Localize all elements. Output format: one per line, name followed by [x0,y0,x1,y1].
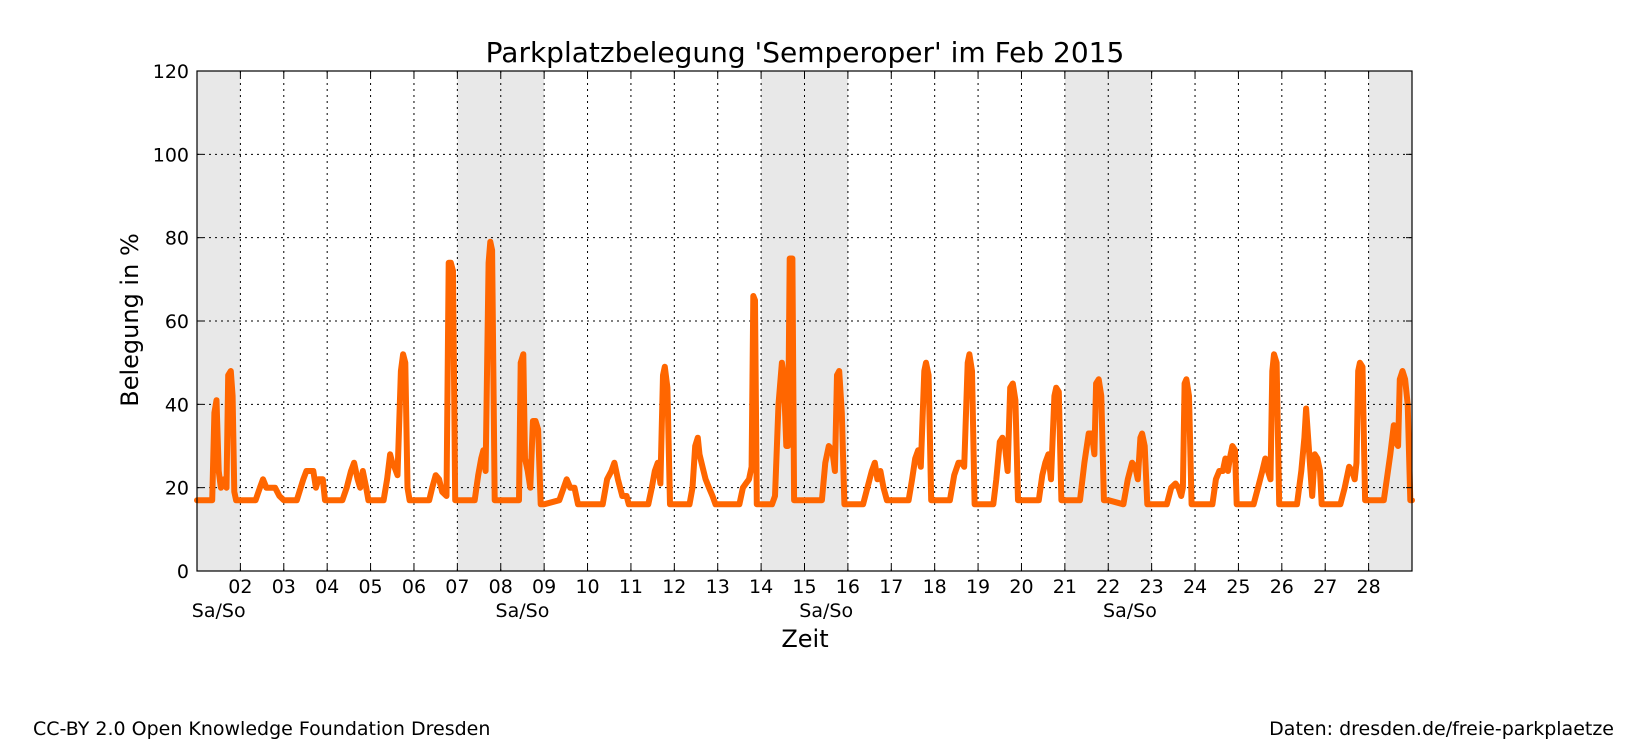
x-tick-label-23: 23 [1140,576,1164,598]
x-tick-label-02: 02 [228,576,252,598]
y-axis-title: Belegung in % [116,233,144,407]
weekend-label-day-15: Sa/So [799,600,853,622]
x-tick-label-19: 19 [966,576,990,598]
x-tick-label-21: 21 [1053,576,1077,598]
data-source-credit: Daten: dresden.de/freie-parkplaetze [1269,718,1614,740]
x-tick-label-16: 16 [836,576,860,598]
x-tick-label-12: 12 [662,576,686,598]
x-tick-label-13: 13 [706,576,730,598]
x-tick-label-20: 20 [1009,576,1033,598]
weekend-band-2 [457,71,545,571]
weekend-labels: Sa/So Sa/So Sa/So Sa/So [192,600,1157,622]
x-tick-label-25: 25 [1226,576,1250,598]
series-line-belegung [194,238,1415,508]
y-tick-label-80: 80 [165,228,189,250]
x-tick-label-09: 09 [532,576,556,598]
x-tick-label-28: 28 [1357,576,1381,598]
ticks [197,70,1412,572]
series-layer [194,238,1415,508]
x-axis-title: Zeit [781,625,828,653]
x-tick-label-10: 10 [575,576,599,598]
weekend-shading [197,71,1412,571]
y-tick-label-40: 40 [165,394,189,416]
x-tick-label-05: 05 [358,576,382,598]
x-tick-label-17: 17 [879,576,903,598]
weekend-band-5 [1368,71,1412,571]
x-tick-label-26: 26 [1270,576,1294,598]
x-tick-label-07: 07 [445,576,469,598]
weekend-label-day-1: Sa/So [192,600,246,622]
x-tick-label-22: 22 [1096,576,1120,598]
y-tick-label-100: 100 [153,144,189,166]
x-tick-label-08: 08 [489,576,513,598]
weekend-label-day-8: Sa/So [496,600,550,622]
x-tick-label-11: 11 [619,576,643,598]
x-tick-label-14: 14 [749,576,773,598]
grid [197,71,1412,571]
x-tick-label-18: 18 [923,576,947,598]
x-tick-labels: 02 03 04 05 06 07 08 09 10 11 12 13 14 15 16 17 18 19 20 21… [228,576,1380,598]
x-tick-label-24: 24 [1183,576,1207,598]
x-tick-label-15: 15 [792,576,816,598]
y-tick-labels: 0 20 40 60 80 100 120 [153,61,189,583]
y-tick-label-20: 20 [165,478,189,500]
x-tick-label-04: 04 [315,576,339,598]
weekend-label-day-22: Sa/So [1103,600,1157,622]
x-tick-label-03: 03 [272,576,296,598]
y-tick-label-0: 0 [177,561,189,583]
y-tick-label-60: 60 [165,311,189,333]
chart-title: Parkplatzbelegung 'Semperoper' im Feb 20… [486,36,1125,69]
x-tick-label-27: 27 [1313,576,1337,598]
y-tick-label-120: 120 [153,61,189,83]
x-tick-label-06: 06 [402,576,426,598]
license-credit: CC-BY 2.0 Open Knowledge Foundation Dres… [33,718,491,740]
